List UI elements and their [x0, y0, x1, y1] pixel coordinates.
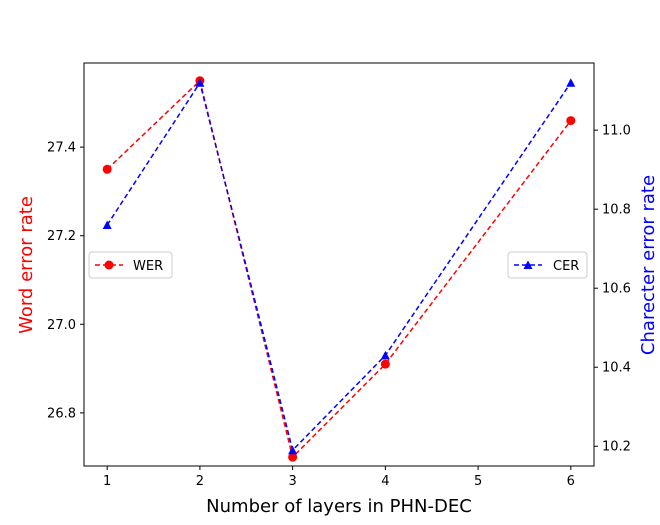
legend-cer-marker	[523, 260, 533, 269]
legend-wer-box	[88, 251, 173, 279]
plot-frame	[83, 62, 595, 467]
wer-point	[102, 164, 112, 174]
series-layer	[102, 76, 576, 462]
cer-point	[195, 78, 205, 87]
right-y-tick-label: 10.2	[602, 440, 631, 455]
legend-cer-label: CER	[553, 259, 579, 274]
right-y-tick-label: 10.8	[602, 203, 631, 218]
left-y-tick-label: 27.4	[47, 141, 76, 156]
left-y-tick-label: 27.2	[47, 229, 76, 244]
cer-point	[288, 445, 298, 455]
x-tick-label: 1	[103, 474, 111, 489]
left-y-tick-label: 27.0	[47, 318, 76, 333]
x-tick-label: 3	[288, 474, 296, 489]
cer-point	[380, 350, 390, 360]
legend-cer-box	[507, 251, 588, 279]
x-axis-title: Number of layers in PHN-DEC	[206, 496, 472, 517]
legend-wer-label: WER	[133, 259, 163, 274]
ticks-layer: 1 2 3 4 5 6 26.8 27.0 27.2 27.4 10.2 10.4 10.6 10.8 11…	[47, 124, 631, 489]
x-tick-label: 6	[567, 474, 575, 489]
right-y-tick-label: 10.6	[602, 282, 631, 297]
wer-point	[380, 359, 390, 369]
wer-point	[566, 116, 576, 126]
right-y-tick-label: 11.0	[602, 124, 631, 139]
right-axis-title: Charecter error rate	[638, 175, 659, 355]
cer-point	[102, 220, 112, 229]
right-y-tick-label: 10.4	[602, 361, 631, 376]
legend-wer: WER	[88, 251, 173, 279]
x-tick-label: 4	[381, 474, 389, 489]
left-y-tick-label: 26.8	[47, 406, 76, 421]
x-tick-label: 2	[196, 474, 204, 489]
left-axis-title: Word error rate	[16, 196, 37, 334]
legend-wer-marker	[104, 260, 114, 270]
cer-point	[566, 78, 576, 87]
legend-cer: CER	[507, 251, 588, 279]
wer-point	[288, 452, 298, 462]
x-tick-label: 5	[474, 474, 482, 489]
